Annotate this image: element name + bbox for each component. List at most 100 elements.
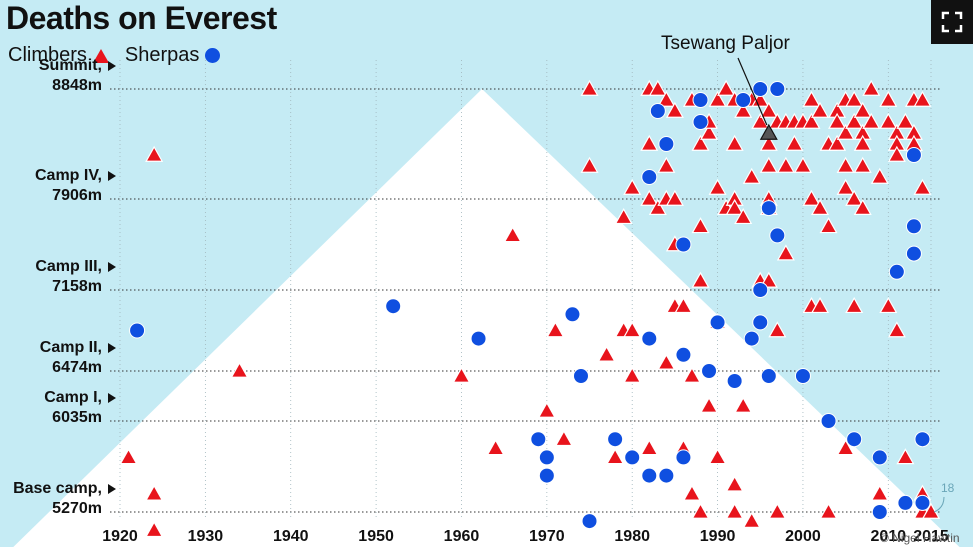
climber-point [759, 101, 778, 118]
climber-point [810, 101, 830, 118]
camp-altitude: 6474m [52, 359, 102, 376]
sherpa-point [675, 236, 692, 253]
climber-point [879, 112, 898, 129]
legend-climbers-label: Climbers [8, 44, 87, 66]
sherpa-point [581, 513, 598, 530]
camp-arrow-icon [108, 484, 116, 494]
climber-point [802, 112, 821, 129]
camp-altitude: 6035m [52, 409, 102, 426]
sherpa-point [888, 263, 905, 280]
sherpa-point [624, 449, 641, 466]
sherpa-point [701, 363, 718, 379]
x-tick-label: 1970 [529, 528, 565, 545]
climber-point [879, 90, 898, 107]
x-tick-label: 1940 [273, 528, 309, 545]
x-tick-label: 2015 [913, 528, 949, 545]
sherpa-point [769, 81, 786, 97]
climber-point [682, 366, 701, 383]
climber-point [503, 226, 522, 243]
climber-point [896, 112, 915, 129]
climber-point [836, 156, 855, 173]
sherpa-point [538, 449, 555, 466]
camp-label: Base camp, 5270m [13, 479, 102, 519]
sherpa-point [846, 431, 863, 448]
camp-name: Camp I, [44, 389, 102, 406]
sherpa-point [129, 322, 146, 339]
annotation-leader [737, 57, 768, 126]
climber-point [836, 439, 855, 456]
climber-point [751, 112, 770, 129]
climber-point [648, 79, 667, 96]
sherpa-point [641, 467, 658, 484]
climber-point [862, 79, 881, 96]
climber-point [742, 511, 761, 528]
climber-point [810, 198, 830, 215]
climber-point [793, 156, 812, 173]
sherpa-point [769, 227, 786, 244]
climber-point [768, 321, 787, 338]
legend-sherpas-circle-icon [205, 48, 221, 63]
climber-point [640, 134, 659, 151]
sherpa-point [897, 494, 914, 511]
climber-point [734, 207, 753, 225]
climber-point [708, 90, 727, 107]
tsewang-paljor-point [759, 123, 778, 140]
sherpa-point [752, 314, 769, 331]
sherpa-point [572, 368, 589, 384]
annotation-label: Tsewang Paljor [661, 33, 790, 54]
sherpa-point [641, 169, 658, 185]
camp-arrow-icon [108, 262, 116, 272]
sherpa-point [564, 306, 581, 323]
sherpa-point [735, 92, 752, 108]
climber-point [606, 448, 625, 465]
climber-point [665, 101, 684, 118]
climber-point [759, 134, 778, 151]
legend: Climbers Sherpas [8, 44, 221, 67]
camp-label: Camp III, 7158m [35, 257, 102, 297]
climber-point [845, 189, 864, 206]
camp-label: Camp IV, 7906m [35, 166, 102, 206]
climber-point [734, 396, 753, 413]
x-tick-label: 2010 [871, 528, 907, 545]
x-tick-label: 1920 [102, 528, 138, 545]
climber-point [887, 321, 906, 338]
climber-point [623, 366, 642, 383]
climber-point [819, 502, 838, 519]
climber-point [845, 112, 864, 129]
corner-number: 18 [941, 481, 955, 495]
sherpa-point [752, 282, 769, 298]
climber-point [870, 484, 889, 501]
climber-point [119, 448, 138, 465]
sherpa-point [905, 147, 922, 163]
camp-arrow-icon [108, 61, 116, 71]
climber-point [145, 484, 164, 501]
climber-point [614, 207, 633, 225]
camp-arrow-icon [108, 171, 116, 181]
sherpa-point [905, 218, 922, 235]
climber-point [145, 145, 164, 162]
x-tick-label: 1990 [700, 528, 736, 545]
sherpa-point [871, 504, 888, 520]
sherpa-point [692, 92, 709, 108]
climber-point [845, 90, 864, 107]
sherpa-point [675, 346, 692, 363]
expand-button[interactable] [931, 0, 973, 44]
camp-altitude: 5270m [52, 500, 102, 517]
climber-point [785, 134, 804, 151]
sherpa-point [871, 449, 888, 466]
camp-name: Camp III, [35, 258, 102, 275]
climber-point [640, 439, 659, 456]
climber-point [691, 502, 710, 519]
x-tick-label: 1950 [358, 528, 394, 545]
sherpa-point [752, 81, 769, 97]
camp-label: Camp II, 6474m [40, 338, 102, 378]
sherpa-point [658, 467, 675, 484]
climber-point [486, 439, 505, 456]
climber-point [623, 321, 642, 338]
climber-point [623, 178, 642, 195]
climber-point [913, 90, 932, 107]
climber-point [853, 134, 872, 151]
sherpa-point [607, 431, 624, 448]
camp-altitude: 7906m [52, 187, 102, 204]
